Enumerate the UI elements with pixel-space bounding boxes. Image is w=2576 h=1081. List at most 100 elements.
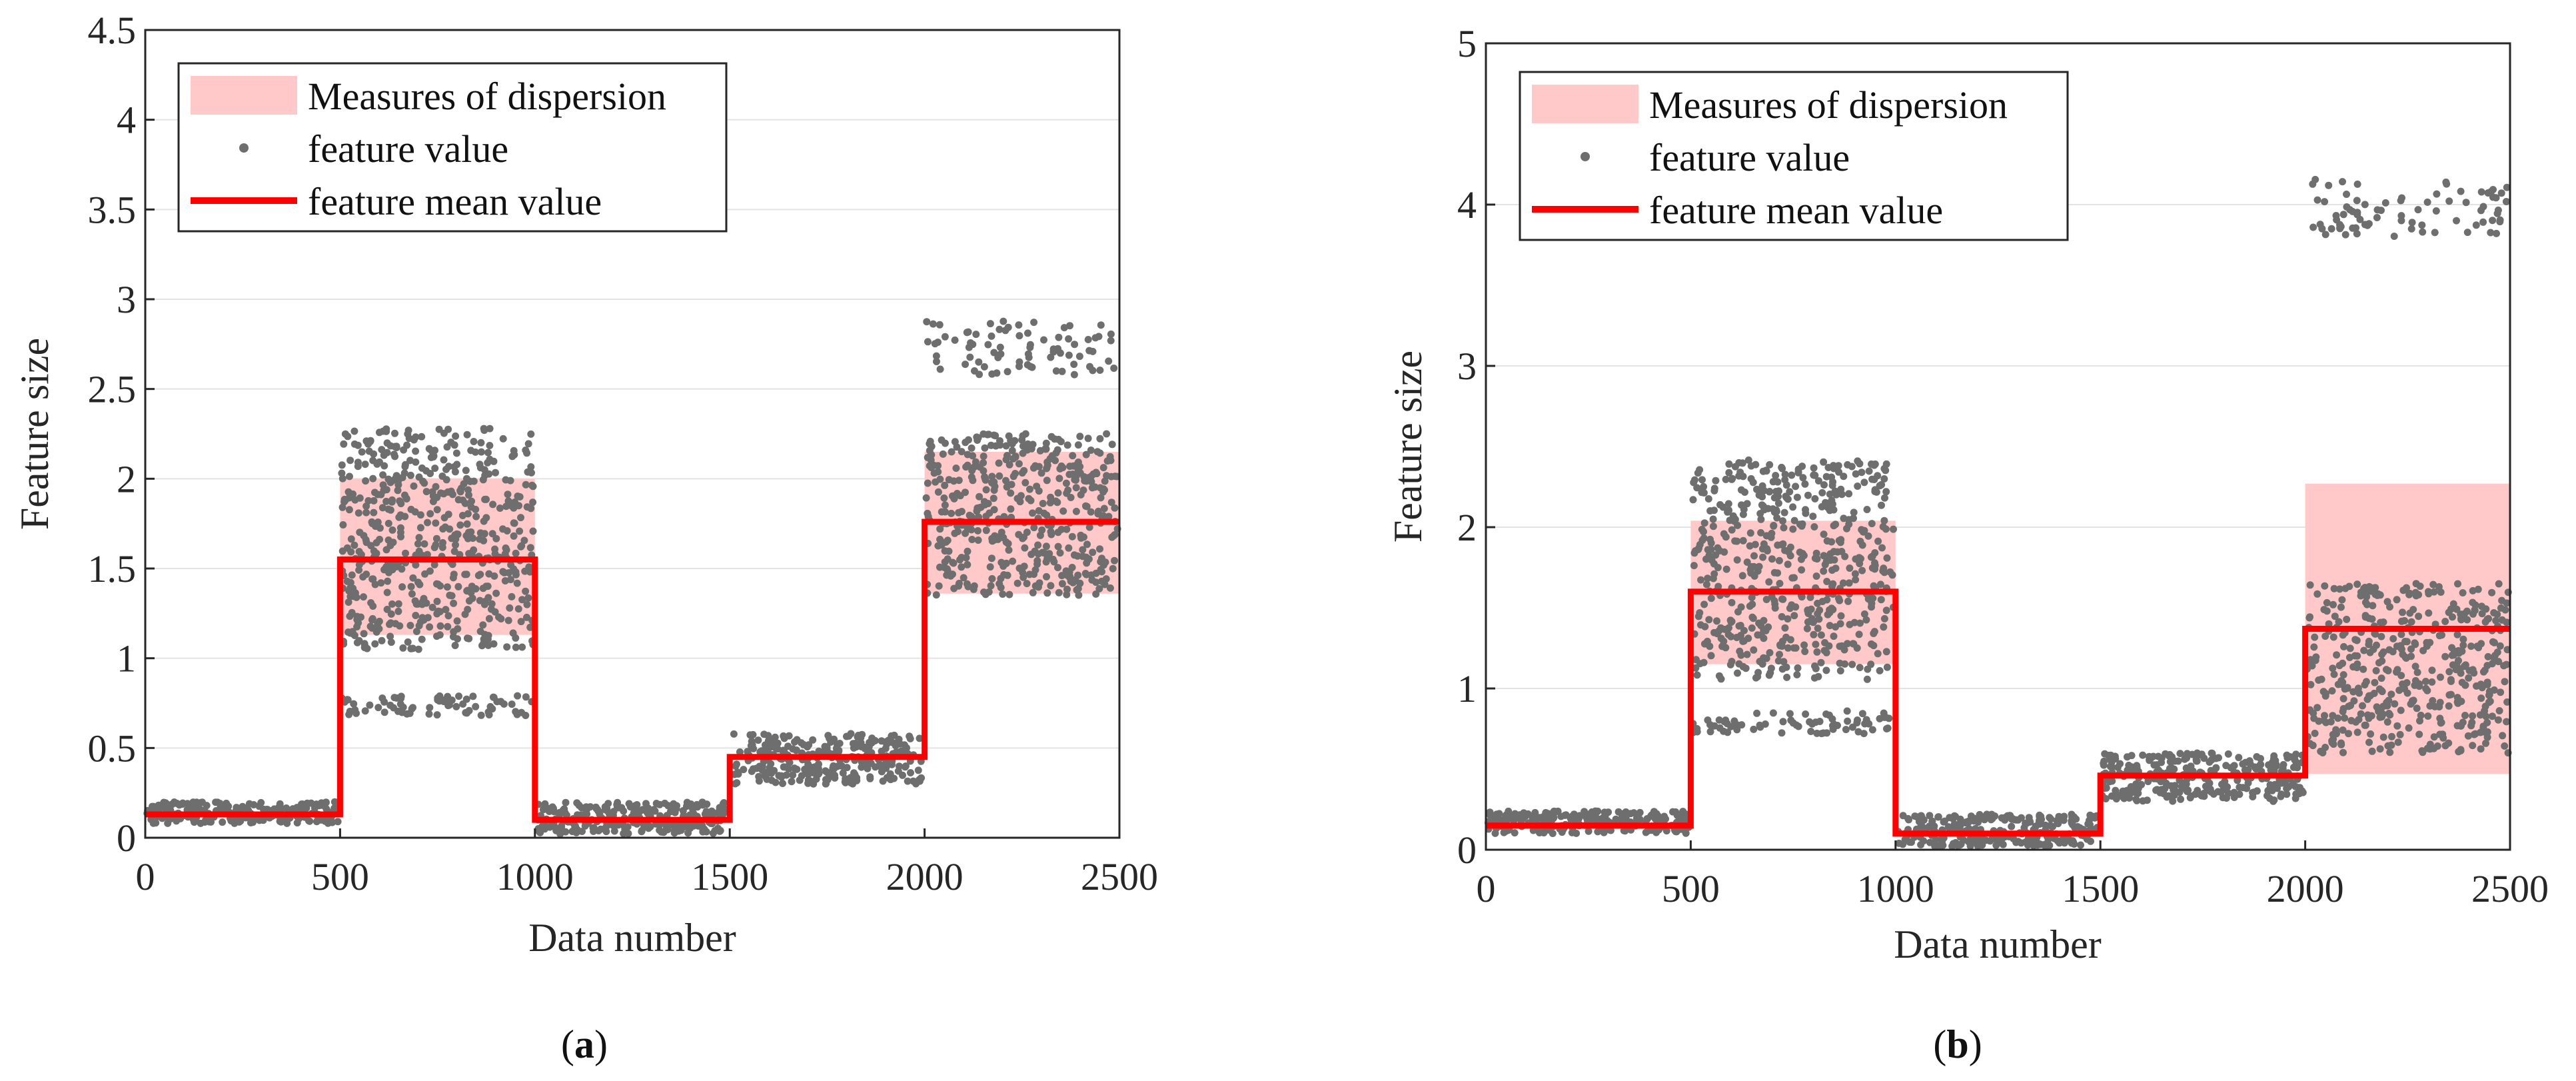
panel-a-feature-point — [940, 494, 948, 502]
panel-a-feature-point — [574, 811, 582, 819]
panel-a-feature-point — [1007, 489, 1015, 497]
panel-a-feature-point — [448, 535, 456, 542]
panel-a-feature-point — [744, 748, 752, 756]
panel-a-feature-point — [283, 804, 291, 812]
panel-a-feature-point — [1047, 582, 1055, 590]
panel-b-feature-point — [1519, 814, 1527, 822]
panel-b-feature-point — [2431, 229, 2439, 237]
panel-a-feature-point — [539, 806, 547, 814]
panel-b-feature-point — [2402, 654, 2410, 662]
panel-a-feature-point — [1083, 559, 1091, 567]
panel-a-feature-point — [451, 468, 459, 476]
panel-b-feature-point — [2432, 207, 2440, 215]
panel-b-feature-point — [1860, 610, 1868, 618]
panel-b-feature-point — [1917, 841, 1925, 848]
panel-a-feature-point — [438, 543, 446, 551]
panel-b-feature-point — [2493, 610, 2501, 618]
panel-b-feature-point — [1734, 669, 1741, 677]
panel-a-feature-point — [527, 505, 535, 513]
panel-b-feature-point — [2012, 838, 2020, 846]
panel-a-feature-point — [964, 582, 972, 590]
panel-a-feature-point — [399, 703, 407, 711]
panel-a-feature-point — [520, 537, 528, 544]
panel-b-legend-entry-mean: feature mean value — [1649, 189, 1943, 232]
panel-b-feature-point — [2361, 612, 2369, 620]
panel-a-feature-point — [1071, 341, 1079, 349]
panel-a-feature-point — [822, 776, 830, 784]
panel-b-feature-point — [1757, 529, 1765, 537]
panel-a-feature-point — [1107, 457, 1115, 465]
panel-b-feature-point — [1511, 829, 1519, 837]
panel-a-feature-point — [788, 778, 796, 786]
panel-a-feature-point — [358, 448, 366, 456]
panel-b-feature-point — [1864, 532, 1872, 540]
panel-a-feature-point — [1073, 552, 1081, 560]
panel-b-axes-frame — [1485, 42, 2511, 851]
panel-b-feature-point — [2020, 824, 2028, 832]
panel-b-feature-point — [2337, 603, 2345, 611]
panel-b-feature-point — [1756, 658, 1764, 665]
panel-b-feature-point — [1862, 716, 1870, 724]
panel-b-feature-point — [1810, 523, 1818, 531]
panel-b-feature-point — [1812, 549, 1820, 557]
panel-b-feature-point — [2339, 671, 2347, 678]
panel-a-feature-point — [1103, 430, 1111, 438]
panel-a-feature-point — [955, 477, 963, 485]
panel-b-feature-point — [2169, 797, 2177, 805]
panel-a-feature-point — [437, 489, 444, 497]
panel-b-feature-point — [1698, 537, 1706, 544]
panel-a-feature-point — [586, 803, 594, 811]
panel-a-feature-point — [394, 607, 402, 615]
panel-b-feature-point — [1814, 610, 1822, 618]
panel-b-feature-point — [1727, 722, 1735, 730]
panel-a-feature-point — [1048, 452, 1056, 460]
panel-a-feature-point — [907, 769, 914, 776]
panel-b-feature-point — [2184, 786, 2192, 794]
panel-a-feature-point — [451, 642, 459, 649]
panel-a-feature-point — [213, 798, 221, 806]
panel-a-feature-point — [412, 612, 420, 619]
panel-a-feature-point — [1055, 475, 1063, 483]
panel-a-feature-point — [492, 535, 500, 542]
panel-a-feature-point — [403, 441, 411, 449]
panel-a-feature-point — [945, 547, 953, 555]
panel-b-feature-point — [2353, 636, 2361, 644]
panel-a-feature-point — [755, 772, 763, 780]
panel-b-feature-point — [1836, 659, 1844, 667]
panel-b-feature-point — [1786, 710, 1794, 718]
panel-b-feature-point — [1826, 622, 1834, 630]
panel-b-feature-point — [2391, 700, 2399, 708]
panel-b-feature-point — [1858, 541, 1866, 549]
panel-b-feature-point — [1798, 593, 1806, 601]
panel-a-feature-point — [1053, 446, 1061, 454]
panel-a-feature-point — [490, 457, 498, 465]
panel-b-feature-point — [2046, 822, 2054, 830]
panel-a-x-axis-label: Data number — [528, 916, 736, 960]
panel-a-feature-point — [512, 634, 520, 642]
panel-b-feature-point — [2414, 206, 2422, 214]
panel-a-feature-point — [529, 527, 537, 535]
panel-a-feature-point — [902, 763, 909, 771]
panel-a-feature-point — [730, 730, 738, 738]
panel-a-feature-point — [470, 438, 478, 445]
panel-a-feature-point — [1107, 473, 1115, 481]
panel-a-feature-point — [1083, 540, 1091, 548]
panel-a-feature-point — [1015, 460, 1023, 468]
panel-a-feature-point — [1095, 584, 1103, 592]
panel-a-feature-mean-line — [145, 519, 1119, 823]
panel-b-feature-point — [1822, 648, 1830, 656]
panel-a-feature-point — [506, 576, 514, 584]
panel-b-feature-point — [1691, 547, 1699, 554]
panel-b-feature-point — [2366, 692, 2374, 700]
panel-b-feature-point — [2139, 797, 2147, 805]
panel-b-feature-point — [1568, 828, 1576, 836]
panel-a-feature-point — [1015, 321, 1023, 329]
panel-b-x-axis-label: Data number — [1894, 922, 2102, 966]
panel-b-feature-point — [1863, 675, 1871, 683]
panel-a-x-tick-label: 500 — [311, 855, 369, 898]
panel-b-feature-point — [1725, 469, 1733, 477]
panel-a-feature-point — [968, 536, 976, 543]
panel-b-feature-point — [2393, 722, 2401, 730]
panel-a-feature-point — [340, 440, 348, 448]
panel-b-feature-point — [1720, 548, 1728, 556]
